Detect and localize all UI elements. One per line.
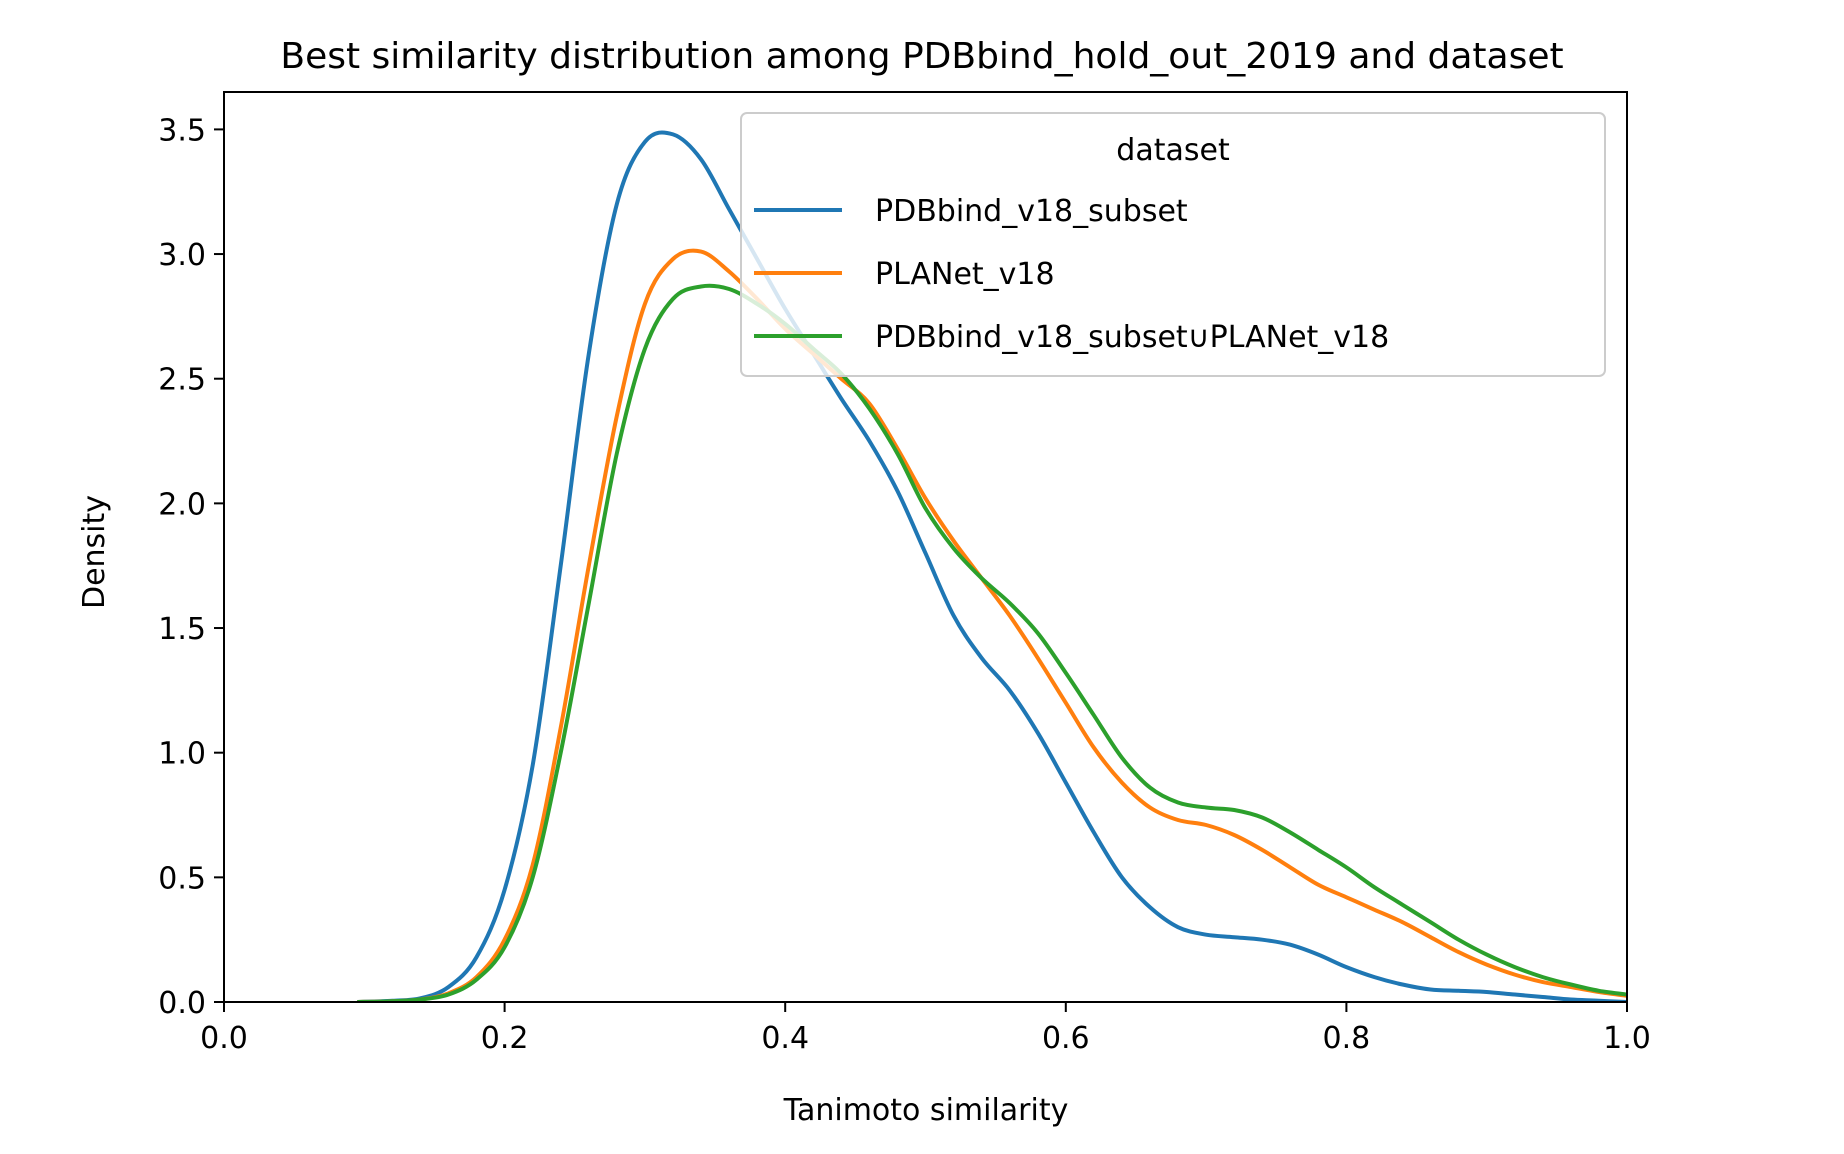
- y-tick-label: 3.5: [158, 113, 206, 148]
- y-tick-label: 1.0: [158, 737, 206, 772]
- x-tick-label: 1.0: [1603, 1021, 1651, 1056]
- series-line-pdbbind-planet-union: [357, 283, 1627, 1002]
- x-tick-label: 0.4: [761, 1021, 809, 1056]
- plot-area: 0.0 0.2 0.4 0.6 0.8 1.0 0.0 0.5 1.0 1.5 2.0 2.5 3.0…: [158, 91, 1651, 1056]
- y-tick-label: 1.5: [158, 612, 206, 647]
- legend-entries: PDBbind_v18_subset PLANet_v18 PDBbind_v18_…: [754, 194, 1389, 355]
- x-tick-label: 0.8: [1323, 1021, 1371, 1056]
- y-tick-label: 0.5: [158, 861, 206, 896]
- legend: dataset PDBbind_v18_subsetPLANet_v18PDBb…: [740, 112, 1606, 377]
- x-tick-label: 0.2: [481, 1021, 529, 1056]
- legend-box: [740, 112, 1606, 377]
- y-tick-label: 3.0: [158, 238, 206, 273]
- series-layer: [357, 130, 1627, 1002]
- legend-label-planet-v18: PLANet_v18: [875, 257, 1055, 292]
- x-axis-label: Tanimoto similarity: [783, 1093, 1069, 1128]
- chart-title: Best similarity distribution among PDBbi…: [280, 36, 1563, 77]
- y-axis-ticks: 0.0 0.5 1.0 1.5 2.0 2.5 3.0 3.5: [158, 113, 224, 1021]
- legend-label-pdbbind-planet-union: PDBbind_v18_subset∪PLANet_v18: [875, 320, 1389, 355]
- x-tick-label: 0.6: [1042, 1021, 1090, 1056]
- x-axis-ticks: 0.0 0.2 0.4 0.6 0.8 1.0: [200, 1002, 1651, 1056]
- y-tick-label: 2.0: [158, 487, 206, 522]
- x-tick-label: 0.0: [200, 1021, 248, 1056]
- y-tick-label: 2.5: [158, 363, 206, 398]
- series-line-planet-v18: [357, 248, 1627, 1002]
- series-line-pdbbind-v18-subset: [357, 130, 1627, 1002]
- y-axis-label: Density: [77, 495, 112, 609]
- y-tick-label: 0.0: [158, 986, 206, 1021]
- legend-title: dataset: [1116, 133, 1230, 168]
- legend-label-pdbbind-v18-subset: PDBbind_v18_subset: [875, 194, 1188, 229]
- axes-frame: [223, 91, 1628, 1003]
